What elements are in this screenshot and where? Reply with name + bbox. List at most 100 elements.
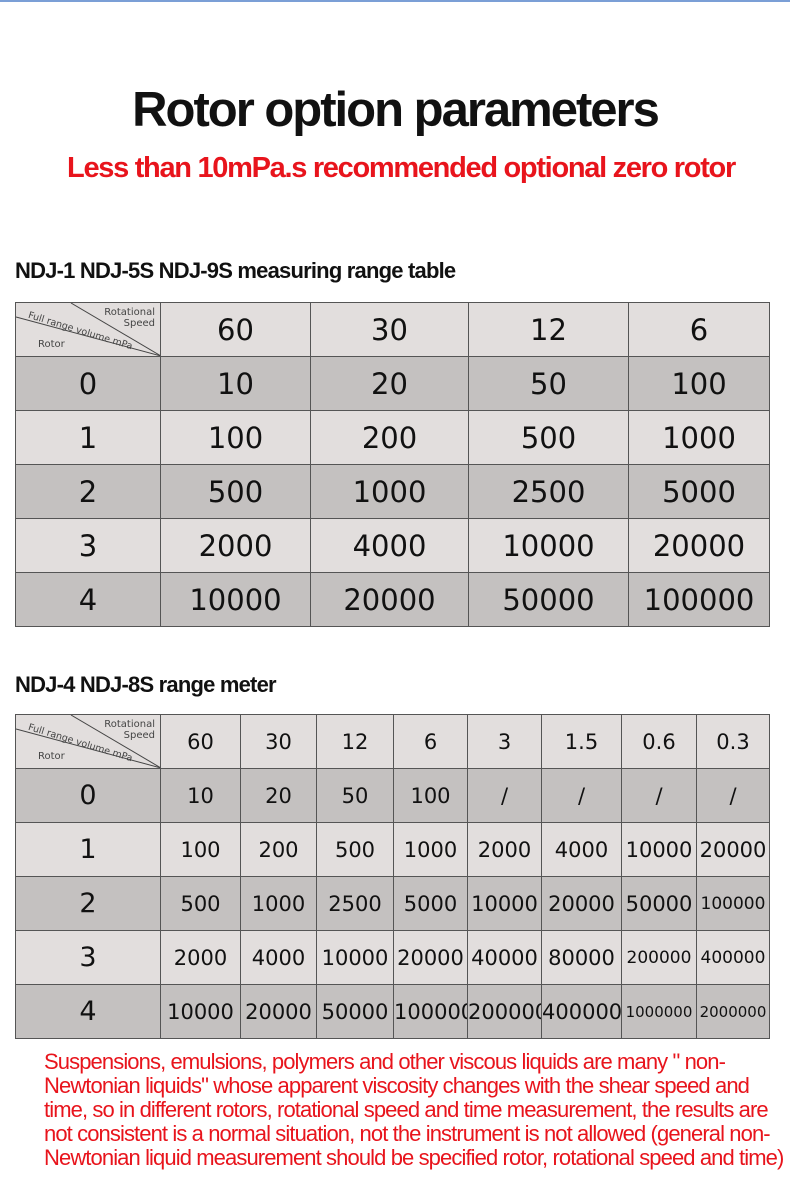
value-cell: 20 bbox=[310, 356, 469, 411]
speed-header: 30 bbox=[310, 302, 469, 357]
value-cell: 50000 bbox=[621, 876, 697, 931]
value-cell: 5000 bbox=[393, 876, 468, 931]
header-row: Rotational Speed Full range volume mPa Rot… bbox=[15, 302, 770, 357]
corner-speed-label: Rotational Speed bbox=[104, 307, 155, 329]
value-cell: 40000 bbox=[467, 930, 542, 985]
rotor-cell: 1 bbox=[15, 410, 161, 465]
rotor-cell: 4 bbox=[15, 572, 161, 627]
rotor-cell: 3 bbox=[15, 930, 161, 985]
value-cell: 20000 bbox=[240, 984, 317, 1039]
value-cell: 10 bbox=[160, 356, 311, 411]
value-cell: 50 bbox=[468, 356, 629, 411]
value-cell: 10000 bbox=[160, 572, 311, 627]
table-row: 0 10 20 50 100// / / bbox=[15, 768, 770, 823]
value-cell: 400000 bbox=[696, 930, 770, 985]
value-cell: 100000 bbox=[628, 572, 770, 627]
value-cell: 2000 bbox=[467, 822, 542, 877]
table-row: 1 100 200 500 1000 2000 4000 10000 20000 bbox=[15, 822, 770, 877]
rotor-cell: 1 bbox=[15, 822, 161, 877]
value-cell: 1000 bbox=[240, 876, 317, 931]
page-subtitle: Less than 10mPa.s recommended optional z… bbox=[67, 152, 736, 184]
value-cell: 4000 bbox=[310, 518, 469, 573]
value-cell: 1000 bbox=[310, 464, 469, 519]
value-cell: 10000 bbox=[468, 518, 629, 573]
value-cell: 100000 bbox=[696, 876, 770, 931]
rotor-cell: 0 bbox=[15, 356, 161, 411]
range-table-ndj1: Rotational Speed Full range volume mPa Rot… bbox=[15, 302, 770, 627]
rotor-cell: 3 bbox=[15, 518, 161, 573]
header-row: Rotational Speed Full range volume mPa Rot… bbox=[15, 714, 770, 769]
diagonal-lines bbox=[16, 303, 160, 356]
table2-heading: NDJ-4 NDJ-8S range meter bbox=[15, 672, 277, 697]
table-row: 4 10000 20000 50000 100000 bbox=[15, 572, 770, 627]
rotor-cell: 4 bbox=[15, 984, 161, 1039]
value-cell: 500 bbox=[160, 876, 241, 931]
speed-header: 30 bbox=[240, 714, 317, 769]
value-cell: 200000 bbox=[621, 930, 697, 985]
value-cell: / bbox=[621, 768, 697, 823]
value-cell: 10000 bbox=[160, 984, 241, 1039]
page-title: Rotor option parameters bbox=[132, 83, 660, 137]
value-cell: 2000 bbox=[160, 930, 241, 985]
value-cell: 20000 bbox=[628, 518, 770, 573]
speed-header: 6 bbox=[628, 302, 770, 357]
value-cell: 20000 bbox=[393, 930, 468, 985]
speed-header: 6 bbox=[393, 714, 468, 769]
value-cell: 80000 bbox=[541, 930, 622, 985]
rotor-cell: 0 bbox=[15, 768, 161, 823]
value-cell: 10000 bbox=[467, 876, 542, 931]
value-cell: / bbox=[696, 768, 770, 823]
value-cell: 100000 bbox=[393, 984, 468, 1039]
value-cell: 100 bbox=[160, 410, 311, 465]
value-cell: 5000 bbox=[628, 464, 770, 519]
table-row: 3 2000 4000 10000 20000 bbox=[15, 518, 770, 573]
table-row: 2 500 1000 2500 5000 10000 20000 50000 100000 bbox=[15, 876, 770, 931]
value-cell: 500 bbox=[316, 822, 394, 877]
value-cell: 400000 bbox=[541, 984, 622, 1039]
value-cell: 10000 bbox=[316, 930, 394, 985]
table-row: 2 500 1000 2500 5000 bbox=[15, 464, 770, 519]
speed-header: 12 bbox=[468, 302, 629, 357]
range-table-ndj4: Rotational Speed Full range volume mPa Rot… bbox=[15, 714, 770, 1039]
corner-rotor-label: Rotor bbox=[38, 339, 65, 350]
speed-header: 1.5 bbox=[541, 714, 622, 769]
corner-rotor-label: Rotor bbox=[38, 751, 65, 762]
value-cell: 1000 bbox=[628, 410, 770, 465]
corner-speed-label: Rotational Speed bbox=[104, 719, 155, 741]
diagonal-lines bbox=[16, 715, 160, 768]
speed-header: 0.6 bbox=[621, 714, 697, 769]
value-cell: 4000 bbox=[240, 930, 317, 985]
value-cell: 100 bbox=[393, 768, 468, 823]
value-cell: 4000 bbox=[541, 822, 622, 877]
value-cell: 20000 bbox=[310, 572, 469, 627]
table-row: 1 100 200 500 1000 bbox=[15, 410, 770, 465]
value-cell: 2000 bbox=[160, 518, 311, 573]
corner-cell: Rotational Speed Full range volume mPa Rot… bbox=[15, 302, 161, 357]
top-border bbox=[0, 0, 790, 2]
speed-header: 60 bbox=[160, 302, 311, 357]
speed-header: 60 bbox=[160, 714, 241, 769]
value-cell: 200 bbox=[240, 822, 317, 877]
value-cell: 10000 bbox=[621, 822, 697, 877]
value-cell: 2500 bbox=[468, 464, 629, 519]
value-cell: 2000000 bbox=[696, 984, 770, 1039]
table-row: 3 2000 4000 10000 20000 40000 80000 200000 40000… bbox=[15, 930, 770, 985]
value-cell: 100 bbox=[160, 822, 241, 877]
value-cell: 50 bbox=[316, 768, 394, 823]
value-cell: / bbox=[541, 768, 622, 823]
value-cell: 100 bbox=[628, 356, 770, 411]
value-cell: 20 bbox=[240, 768, 317, 823]
value-cell: 200 bbox=[310, 410, 469, 465]
value-cell: 20000 bbox=[696, 822, 770, 877]
value-cell: 1000000 bbox=[621, 984, 697, 1039]
value-cell: 20000 bbox=[541, 876, 622, 931]
rotor-cell: 2 bbox=[15, 876, 161, 931]
table-row: 4 10000 20000 50000 100000 200000 400000 100000… bbox=[15, 984, 770, 1039]
speed-header: 0.3 bbox=[696, 714, 770, 769]
speed-header: 12 bbox=[316, 714, 394, 769]
value-cell: 200000 bbox=[467, 984, 542, 1039]
table1-heading: NDJ-1 NDJ-5S NDJ-9S measuring range tabl… bbox=[15, 258, 456, 283]
value-cell: 50000 bbox=[316, 984, 394, 1039]
rotor-cell: 2 bbox=[15, 464, 161, 519]
value-cell: 50000 bbox=[468, 572, 629, 627]
